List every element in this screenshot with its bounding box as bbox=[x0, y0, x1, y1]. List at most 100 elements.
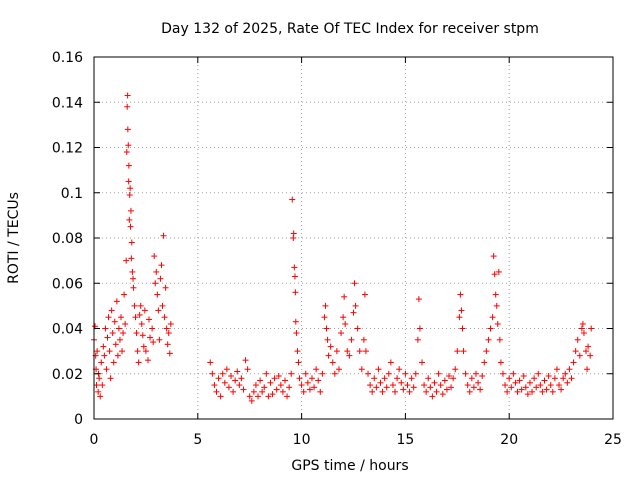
data-point bbox=[317, 388, 324, 395]
data-point bbox=[211, 382, 218, 389]
data-point bbox=[219, 370, 226, 377]
data-point bbox=[96, 375, 103, 382]
data-point bbox=[113, 298, 120, 305]
data-point bbox=[293, 330, 300, 337]
x-tick-label: 5 bbox=[193, 432, 202, 448]
data-point bbox=[583, 348, 590, 355]
data-point bbox=[95, 388, 102, 395]
data-point bbox=[524, 391, 531, 398]
data-point bbox=[124, 126, 131, 133]
data-point bbox=[105, 314, 112, 321]
data-point bbox=[292, 318, 299, 325]
x-tick-label: 0 bbox=[90, 432, 99, 448]
data-point bbox=[277, 382, 284, 389]
data-point bbox=[324, 336, 331, 343]
data-point bbox=[443, 386, 450, 393]
data-point bbox=[142, 348, 149, 355]
data-point bbox=[279, 388, 286, 395]
data-point bbox=[134, 348, 141, 355]
y-tick-label: 0.12 bbox=[52, 141, 83, 157]
data-point bbox=[387, 359, 394, 366]
y-tick-label: 0.14 bbox=[52, 95, 83, 111]
data-point bbox=[269, 391, 276, 398]
data-point bbox=[298, 382, 305, 389]
data-point bbox=[275, 373, 282, 380]
data-point bbox=[115, 325, 122, 332]
data-point bbox=[576, 352, 583, 359]
data-point bbox=[296, 375, 303, 382]
data-point bbox=[579, 320, 586, 327]
data-point bbox=[163, 325, 170, 332]
grid-lines bbox=[94, 57, 613, 419]
data-point bbox=[246, 393, 253, 400]
data-point bbox=[472, 370, 479, 377]
data-point bbox=[394, 375, 401, 382]
data-point bbox=[539, 388, 546, 395]
data-point bbox=[560, 375, 567, 382]
data-point bbox=[564, 379, 571, 386]
data-point bbox=[300, 388, 307, 395]
data-point bbox=[398, 379, 405, 386]
data-point bbox=[587, 352, 594, 359]
data-point bbox=[381, 375, 388, 382]
data-point bbox=[125, 162, 132, 169]
data-point bbox=[466, 388, 473, 395]
data-point bbox=[261, 384, 268, 391]
data-point bbox=[144, 357, 151, 364]
data-point bbox=[127, 207, 134, 214]
data-point bbox=[489, 314, 496, 321]
data-point bbox=[365, 370, 372, 377]
data-point bbox=[341, 293, 348, 300]
data-point bbox=[311, 384, 318, 391]
data-point bbox=[159, 302, 166, 309]
y-tick-label: 0.1 bbox=[61, 186, 83, 202]
data-point bbox=[160, 232, 167, 239]
data-point bbox=[541, 377, 548, 384]
data-point bbox=[209, 370, 216, 377]
data-point bbox=[537, 382, 544, 389]
y-tick-label: 0 bbox=[74, 412, 83, 428]
data-point bbox=[110, 359, 117, 366]
data-point bbox=[97, 393, 104, 400]
axis-ticks bbox=[93, 56, 614, 420]
y-tick-label: 0.08 bbox=[52, 231, 83, 247]
data-point bbox=[412, 370, 419, 377]
data-point bbox=[117, 314, 124, 321]
data-point bbox=[273, 386, 280, 393]
data-point bbox=[140, 343, 147, 350]
data-point bbox=[348, 336, 355, 343]
data-point bbox=[510, 370, 517, 377]
data-point bbox=[396, 366, 403, 373]
data-point bbox=[350, 309, 357, 316]
data-point bbox=[165, 330, 172, 337]
data-point bbox=[112, 341, 119, 348]
data-point bbox=[136, 311, 143, 318]
data-point bbox=[166, 350, 173, 357]
data-point bbox=[494, 320, 501, 327]
data-point bbox=[132, 314, 139, 321]
data-point bbox=[431, 379, 438, 386]
data-point bbox=[522, 384, 529, 391]
data-point bbox=[516, 377, 523, 384]
data-point bbox=[122, 320, 129, 327]
data-point bbox=[107, 375, 114, 382]
data-point bbox=[588, 325, 595, 332]
data-point bbox=[111, 318, 118, 325]
data-point bbox=[356, 348, 363, 355]
data-point bbox=[499, 370, 506, 377]
x-tick-label: 20 bbox=[500, 432, 518, 448]
data-point bbox=[351, 280, 358, 287]
data-point bbox=[346, 352, 353, 359]
data-point bbox=[427, 384, 434, 391]
data-point bbox=[585, 343, 592, 350]
data-point bbox=[529, 388, 536, 395]
data-point bbox=[414, 336, 421, 343]
data-point bbox=[257, 377, 264, 384]
data-point bbox=[217, 393, 224, 400]
data-point bbox=[238, 375, 245, 382]
data-point bbox=[556, 382, 563, 389]
data-point bbox=[157, 275, 164, 282]
data-point bbox=[508, 384, 515, 391]
data-point bbox=[135, 359, 142, 366]
data-point bbox=[385, 370, 392, 377]
